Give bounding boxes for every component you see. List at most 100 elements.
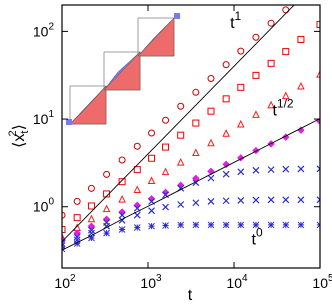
point [222, 197, 230, 205]
point [192, 119, 200, 127]
point [207, 138, 215, 147]
point [133, 201, 141, 209]
reference-line [62, 118, 320, 251]
y-tick-label-exp: 0 [48, 197, 54, 208]
point [177, 102, 185, 110]
point [88, 226, 95, 234]
point [177, 201, 185, 208]
point [87, 214, 96, 223]
plot-area [62, 5, 320, 253]
point [177, 131, 185, 139]
x-tick-label-exp: 5 [328, 273, 332, 284]
point [297, 81, 305, 90]
point [252, 33, 260, 41]
point [148, 154, 156, 162]
point [62, 211, 66, 219]
point [118, 178, 126, 186]
point [133, 166, 141, 174]
point [162, 116, 170, 124]
point [73, 197, 81, 205]
point [267, 19, 275, 27]
y-tick-label-base: 10 [33, 111, 49, 127]
point [133, 142, 141, 150]
point [222, 129, 230, 137]
point [222, 170, 230, 178]
point [177, 221, 185, 229]
plot-frame [61, 4, 321, 269]
point [133, 224, 141, 231]
point [252, 110, 260, 118]
annotation-exp: 1 [235, 9, 242, 23]
y-label-close: ⟩ [11, 124, 28, 130]
annotation: t1 [230, 9, 241, 32]
x-tick-label-exp: 2 [70, 273, 76, 284]
point [207, 197, 215, 205]
point [297, 221, 305, 229]
point [102, 215, 111, 223]
point [176, 157, 185, 166]
point [282, 221, 290, 229]
point [207, 221, 215, 229]
y-tick-label-exp: 2 [48, 21, 54, 32]
point [176, 181, 185, 189]
point [161, 167, 170, 176]
y-tick-label: 100 [33, 197, 55, 215]
point [237, 83, 245, 91]
point [87, 202, 95, 210]
x-tick-label-exp: 3 [156, 273, 162, 284]
reference-line [62, 5, 295, 242]
annotation: t1/2 [272, 96, 293, 119]
point [103, 229, 110, 237]
point [118, 156, 126, 164]
point [133, 185, 142, 194]
point [222, 61, 230, 69]
point [297, 196, 305, 204]
point [88, 234, 95, 242]
point [73, 240, 81, 247]
point [87, 184, 95, 192]
annotation-base: t [230, 15, 235, 32]
point [103, 170, 111, 178]
x-tick-label-base: 10 [226, 275, 242, 291]
point [148, 129, 156, 137]
point [237, 119, 245, 128]
point [252, 196, 260, 204]
point [192, 148, 200, 157]
annotation-base: t [252, 232, 257, 249]
point [148, 222, 155, 230]
point [162, 222, 169, 229]
point [192, 88, 200, 96]
point [62, 233, 66, 241]
point [62, 240, 66, 247]
point [252, 71, 260, 79]
point [222, 221, 230, 229]
x-tick-label: 105 [312, 273, 332, 291]
annotation-exp: 1/2 [277, 96, 294, 110]
point [222, 95, 230, 103]
y-tick-label-base: 10 [33, 23, 49, 39]
point [102, 204, 111, 213]
x-tick-label-base: 10 [140, 275, 156, 291]
x-tick-label-base: 10 [312, 275, 328, 291]
annotation: t0 [252, 226, 263, 249]
point [237, 168, 245, 176]
point [73, 233, 81, 241]
point [316, 69, 320, 78]
x-tick-label: 103 [140, 273, 162, 291]
point [88, 229, 95, 237]
point [237, 221, 245, 229]
x-axis-label: t [188, 287, 193, 304]
point [267, 59, 275, 67]
point [73, 229, 81, 237]
point [297, 165, 305, 173]
y-label-sub: t [19, 131, 31, 134]
point [147, 176, 156, 185]
point [192, 174, 200, 183]
point [118, 211, 126, 219]
point [118, 208, 126, 216]
point [207, 107, 215, 115]
point [118, 195, 126, 203]
point [267, 221, 275, 229]
point [162, 203, 169, 211]
annotation-exp: 0 [256, 226, 263, 240]
